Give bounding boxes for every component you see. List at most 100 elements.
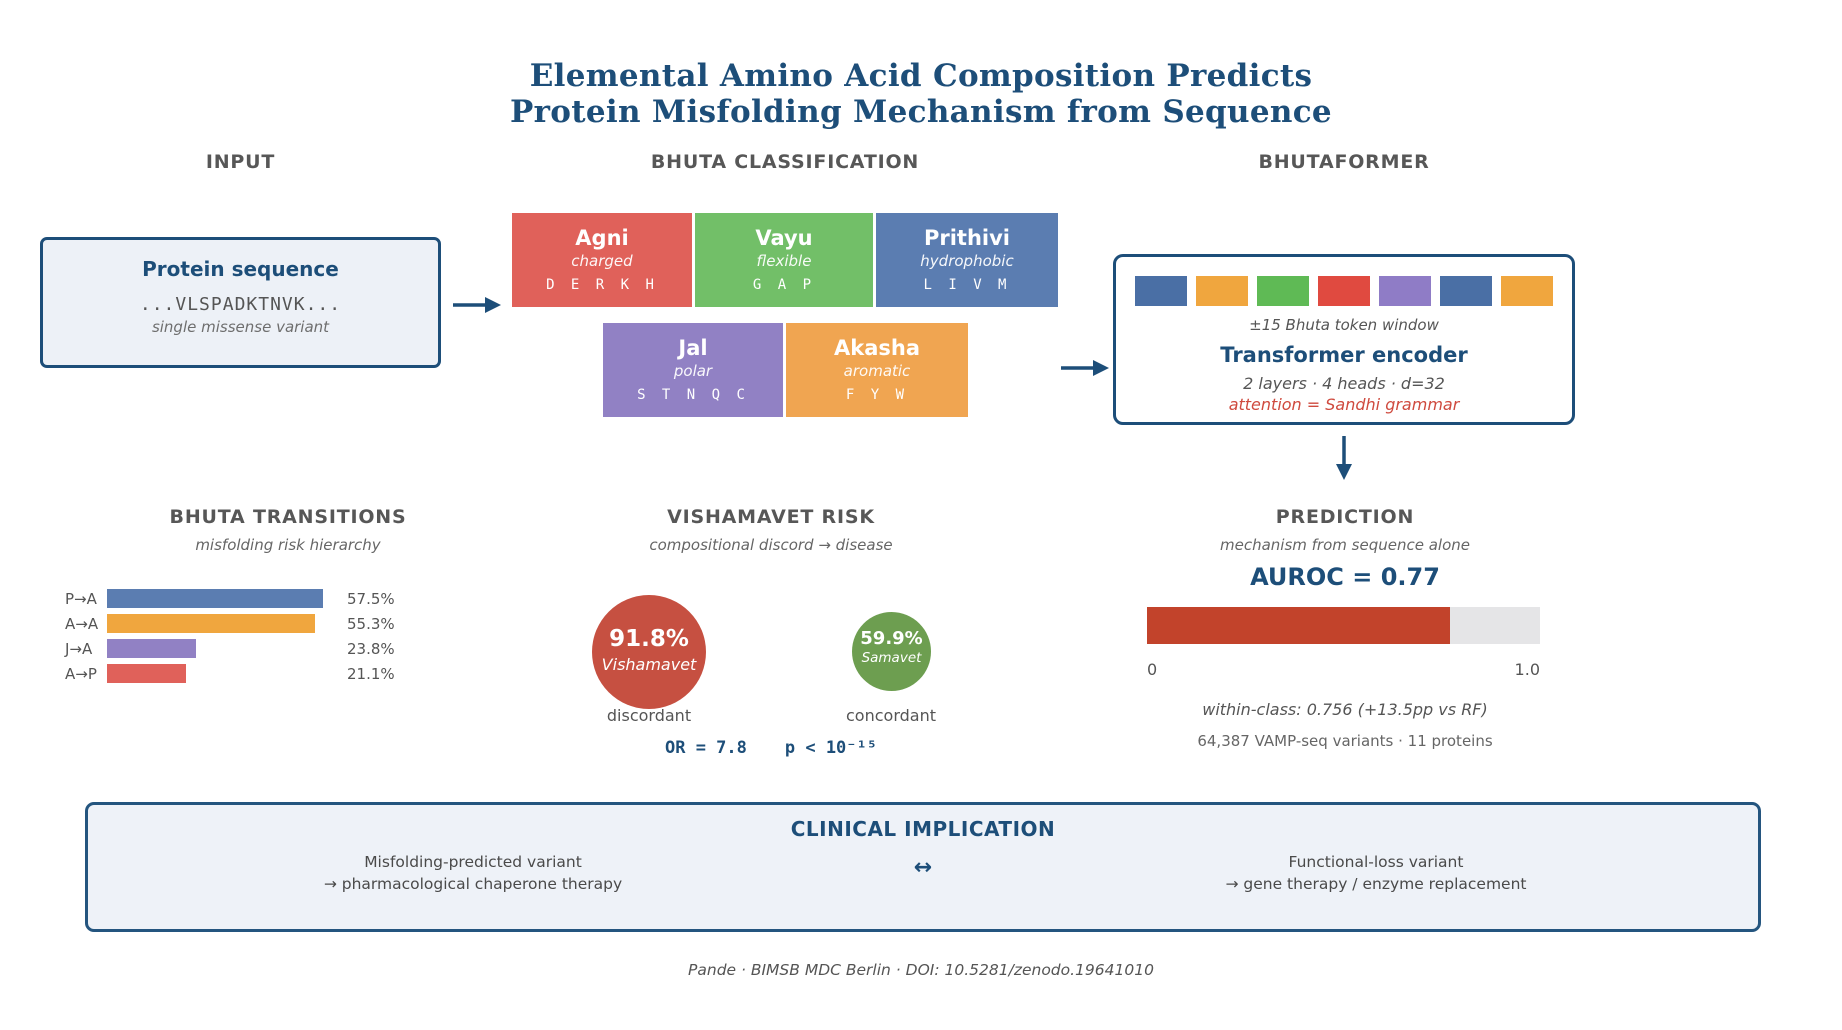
prediction-header: PREDICTION xyxy=(1275,506,1415,528)
figure-title: Elemental Amino Acid Composition Predict… xyxy=(0,58,1842,130)
clinical-right-line-2: → gene therapy / enzyme replacement xyxy=(1225,875,1527,894)
transition-bar-zone xyxy=(107,639,347,658)
column-header-bhutaformer: BHUTAFORMER xyxy=(1258,151,1430,173)
auroc-bar-fill xyxy=(1147,607,1450,644)
sequence-text: ...VLSPADKTNVK... xyxy=(139,294,342,315)
transition-bar xyxy=(107,639,196,658)
transition-bar xyxy=(107,614,315,633)
bhuta-token xyxy=(1257,276,1309,306)
samavet-circle: 59.9% Samavet xyxy=(852,612,931,691)
transition-value: 55.3% xyxy=(347,614,395,633)
bidirectional-arrow-icon: ↔ xyxy=(913,855,933,880)
transition-row: A→P 21.1% xyxy=(65,664,395,683)
element-letters: F Y W xyxy=(845,387,909,403)
bhuta-box-vayu: Vayu flexible G A P xyxy=(695,213,873,307)
protein-sequence-title: Protein sequence xyxy=(142,257,339,281)
arrow-right-icon xyxy=(451,293,501,321)
transition-bar xyxy=(107,589,323,608)
transition-value: 21.1% xyxy=(347,664,395,683)
arrow-right-icon xyxy=(1059,356,1109,384)
bhuta-token xyxy=(1196,276,1248,306)
element-letters: S T N Q C xyxy=(637,387,749,403)
samavet-percent: 59.9% xyxy=(860,628,923,649)
auroc-scale-max: 1.0 xyxy=(1514,660,1540,679)
transition-value: 57.5% xyxy=(347,589,395,608)
transitions-chart: P→A 57.5% A→A 55.3% J→A 23.8% A→P 21.1% xyxy=(65,589,395,689)
transition-value: 23.8% xyxy=(347,639,395,658)
transitions-header: BHUTA TRANSITIONS xyxy=(169,506,407,528)
prediction-subtitle: mechanism from sequence alone xyxy=(1220,536,1470,554)
vishamavet-circle: 91.8% Vishamavet xyxy=(592,595,706,709)
element-property: charged xyxy=(571,252,633,270)
clinical-left-text: Misfolding-predicted variant → pharmacol… xyxy=(148,851,798,896)
vishamavet-header: VISHAMAVET RISK xyxy=(667,506,875,528)
variant-note: single missense variant xyxy=(151,318,330,336)
transformer-encoder-title: Transformer encoder xyxy=(1220,343,1468,367)
bhuta-box-agni: Agni charged D E R K H xyxy=(512,213,692,307)
vishamavet-percent: 91.8% xyxy=(609,626,689,652)
transition-bar-zone xyxy=(107,614,347,633)
bhuta-token-strip xyxy=(1116,276,1572,306)
bhuta-box-prithivi: Prithivi hydrophobic L I V M xyxy=(876,213,1058,307)
element-name: Jal xyxy=(678,336,708,360)
transition-label: A→P xyxy=(65,664,97,683)
auroc-bar-track xyxy=(1147,607,1540,644)
transition-row: A→A 55.3% xyxy=(65,614,395,633)
transition-bar xyxy=(107,664,186,683)
element-property: polar xyxy=(673,362,713,380)
element-name: Vayu xyxy=(755,226,813,250)
bhuta-token xyxy=(1501,276,1553,306)
clinical-right-text: Functional-loss variant → gene therapy /… xyxy=(1051,851,1701,896)
element-property: aromatic xyxy=(843,362,911,380)
element-name: Prithivi xyxy=(923,226,1011,250)
odds-ratio: OR = 7.8 xyxy=(664,738,747,758)
vishamavet-stats: OR = 7.8 p < 10⁻¹⁵ xyxy=(521,738,1021,758)
vishamavet-subtitle: compositional discord → disease xyxy=(649,536,893,554)
column-header-input: INPUT xyxy=(205,151,276,173)
bhuta-box-akasha: Akasha aromatic F Y W xyxy=(786,323,968,417)
title-line-2: Protein Misfolding Mechanism from Sequen… xyxy=(510,94,1332,130)
transition-label: A→A xyxy=(65,614,99,633)
encoder-specs: 2 layers · 4 heads · d=32 xyxy=(1243,374,1445,393)
clinical-implication-box: CLINICAL IMPLICATION Misfolding-predicte… xyxy=(85,802,1761,932)
footer-credit: Pande · BIMSB MDC Berlin · DOI: 10.5281/… xyxy=(688,961,1154,979)
transition-label: J→A xyxy=(65,639,93,658)
protein-sequence-box: Protein sequence ...VLSPADKTNVK... singl… xyxy=(40,237,441,368)
clinical-left-line-2: → pharmacological chaperone therapy xyxy=(323,875,623,894)
dataset-note: 64,387 VAMP-seq variants · 11 proteins xyxy=(1197,732,1493,750)
within-class-note: within-class: 0.756 (+13.5pp vs RF) xyxy=(1202,700,1488,719)
p-value: p < 10⁻¹⁵ xyxy=(784,738,877,758)
discordant-caption: discordant xyxy=(606,706,692,725)
element-letters: G A P xyxy=(752,277,816,293)
auroc-scale-min: 0 xyxy=(1147,660,1158,679)
element-name: Agni xyxy=(575,226,629,250)
transition-label: P→A xyxy=(65,589,97,608)
transition-bar-zone xyxy=(107,664,347,683)
clinical-left-line-1: Misfolding-predicted variant xyxy=(364,853,582,871)
element-letters: L I V M xyxy=(923,277,1011,293)
vishamavet-label: Vishamavet xyxy=(601,655,697,674)
element-property: flexible xyxy=(756,252,812,270)
element-name: Akasha xyxy=(833,336,920,360)
clinical-header: CLINICAL IMPLICATION xyxy=(790,817,1056,841)
bhuta-token xyxy=(1379,276,1431,306)
title-line-1: Elemental Amino Acid Composition Predict… xyxy=(529,58,1313,94)
concordant-caption: concordant xyxy=(846,706,936,725)
bhuta-token xyxy=(1440,276,1492,306)
auroc-label: AUROC = 0.77 xyxy=(1250,563,1440,591)
clinical-right-line-1: Functional-loss variant xyxy=(1288,853,1464,871)
arrow-down-icon xyxy=(1331,434,1357,486)
element-letters: D E R K H xyxy=(546,277,658,293)
transition-row: P→A 57.5% xyxy=(65,589,395,608)
samavet-label: Samavet xyxy=(861,650,922,666)
transitions-subtitle: misfolding risk hierarchy xyxy=(195,536,381,554)
transition-bar-zone xyxy=(107,589,347,608)
token-window-label: ±15 Bhuta token window xyxy=(1249,316,1439,334)
bhuta-token xyxy=(1318,276,1370,306)
element-property: hydrophobic xyxy=(920,252,1014,270)
attention-note: attention = Sandhi grammar xyxy=(1228,395,1460,414)
bhutaformer-box: ±15 Bhuta token window Transformer encod… xyxy=(1113,254,1575,425)
transition-row: J→A 23.8% xyxy=(65,639,395,658)
bhuta-token xyxy=(1135,276,1187,306)
